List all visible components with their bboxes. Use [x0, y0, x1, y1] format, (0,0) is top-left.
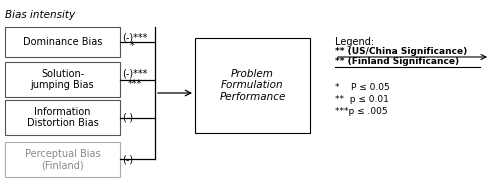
Bar: [5, 100, 120, 135]
Text: Solution-
jumping Bias: Solution- jumping Bias: [30, 69, 94, 90]
Text: Perceptual Bias
(Finland): Perceptual Bias (Finland): [24, 149, 101, 170]
Text: ***p ≤ .005: ***p ≤ .005: [335, 107, 388, 115]
Text: Problem
Formulation
Performance: Problem Formulation Performance: [220, 69, 286, 102]
Text: **  p ≤ 0.01: ** p ≤ 0.01: [335, 95, 389, 103]
Bar: [5, 27, 120, 57]
Text: (-)***: (-)***: [122, 32, 148, 42]
Text: (-): (-): [122, 154, 133, 164]
Text: Legend:: Legend:: [335, 37, 374, 47]
Text: (-)***: (-)***: [122, 69, 148, 79]
Bar: [195, 38, 310, 133]
Bar: [5, 142, 120, 177]
Text: Bias intensity: Bias intensity: [5, 10, 75, 20]
Text: Information
Distortion Bias: Information Distortion Bias: [26, 107, 99, 128]
Text: (-): (-): [122, 112, 133, 122]
Text: *    P ≤ 0.05: * P ≤ 0.05: [335, 83, 390, 92]
Text: ** (Finland Significance): ** (Finland Significance): [335, 57, 459, 66]
Text: Dominance Bias: Dominance Bias: [23, 37, 102, 47]
Text: ** (US/China Significance): ** (US/China Significance): [335, 47, 467, 56]
Text: *: *: [130, 41, 135, 51]
Bar: [5, 62, 120, 97]
Text: ***: ***: [128, 79, 142, 89]
